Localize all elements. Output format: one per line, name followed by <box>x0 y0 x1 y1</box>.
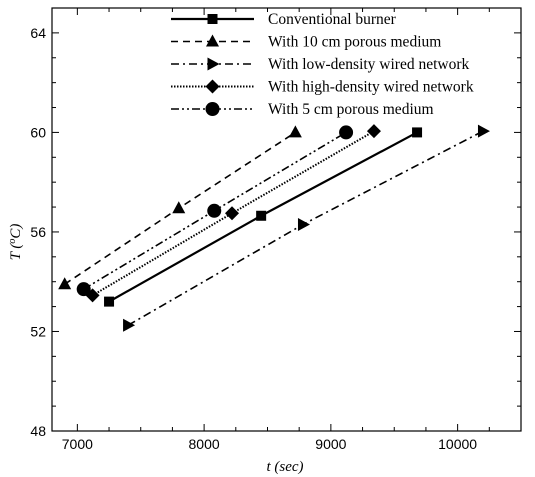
marker-square <box>412 127 423 138</box>
marker-circle <box>207 203 222 218</box>
series-2 <box>58 125 302 290</box>
y-tick-label: 48 <box>30 423 46 439</box>
y-tick-label: 52 <box>30 323 46 339</box>
marker-circle <box>205 102 220 116</box>
legend-label: With high-density wired network <box>268 79 474 96</box>
legend-label: With low-density wired network <box>268 56 470 73</box>
y-axis-title-end: C) <box>8 224 24 239</box>
legend-label: Conventional burner <box>268 11 397 28</box>
marker-triangle-right <box>297 217 310 231</box>
marker-diamond <box>205 79 220 94</box>
y-tick-label: 56 <box>30 224 46 240</box>
marker-circle <box>339 125 354 140</box>
series-line <box>92 130 375 297</box>
marker-triangle-right <box>123 318 136 332</box>
y-axis-title-sup: o <box>7 239 18 244</box>
y-tick-label: 64 <box>30 25 46 41</box>
marker-triangle <box>206 34 219 47</box>
legend-label: With 5 cm porous medium <box>268 101 434 118</box>
x-tick-label: 9000 <box>315 436 346 452</box>
marker-triangle <box>58 277 72 290</box>
legend-item-5: With 5 cm porous medium <box>171 101 434 118</box>
x-tick-label: 8000 <box>189 436 220 452</box>
series-line <box>127 130 484 326</box>
series-3 <box>123 124 490 332</box>
y-tick-label: 60 <box>30 124 46 140</box>
y-axis-title: T (oC) <box>7 224 24 261</box>
marker-triangle <box>172 201 186 214</box>
axes <box>51 7 522 432</box>
marker-circle <box>76 282 91 297</box>
marker-square <box>256 210 267 221</box>
ticks: 7000 8000 9000 10000 48 52 56 60 64 <box>30 7 522 452</box>
legend-label: With 10 cm porous medium <box>268 34 441 51</box>
marker-triangle-right <box>477 124 490 138</box>
x-axis-title: t (sec) <box>266 459 303 475</box>
series-group <box>58 124 490 332</box>
legend-item-2: With 10 cm porous medium <box>171 34 441 51</box>
series-1 <box>104 127 423 307</box>
series-5 <box>76 125 354 297</box>
marker-diamond <box>224 206 239 221</box>
marker-triangle-right <box>207 57 220 71</box>
marker-square <box>207 14 218 24</box>
series-4 <box>85 124 381 303</box>
legend-item-4: With high-density wired network <box>171 79 474 96</box>
marker-square <box>104 296 115 307</box>
marker-diamond <box>366 124 381 139</box>
y-axis-title-main: T ( <box>8 243 24 261</box>
legend: Conventional burner With 10 cm porous med… <box>171 11 474 118</box>
x-tick-label: 10000 <box>438 436 477 452</box>
x-tick-label: 7000 <box>62 436 93 452</box>
legend-item-1: Conventional burner <box>171 11 397 28</box>
plot-frame <box>51 7 522 432</box>
legend-item-3: With low-density wired network <box>171 56 470 73</box>
marker-triangle <box>288 125 302 138</box>
